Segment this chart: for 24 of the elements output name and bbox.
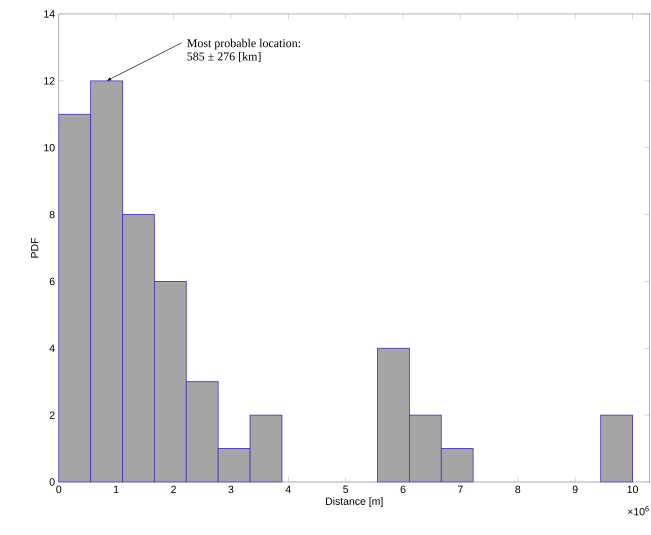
annotation: Most probable location: xyxy=(187,38,300,50)
y-tick-label: 8 xyxy=(50,210,55,218)
x-tick-label: 9 xyxy=(572,486,578,494)
x-tick-label: 3 xyxy=(228,486,234,494)
x-tick-label: 1 xyxy=(114,486,119,493)
y-tick-label: 4 xyxy=(49,344,55,352)
y-axis-title: PDF xyxy=(31,238,38,258)
x-tick-label: 2 xyxy=(171,486,176,493)
text: ×10$^{6}$ xyxy=(628,506,649,516)
y-tick-label: 0 xyxy=(50,478,55,486)
x-tick-label: 6 xyxy=(400,486,406,494)
y-tick-label: 12 xyxy=(44,77,55,84)
x-tick-label: 8 xyxy=(515,486,520,494)
x-tick-label: 0 xyxy=(56,486,62,494)
x-tick-label: 5 xyxy=(343,486,348,493)
y-tick-label: 10 xyxy=(44,144,55,152)
x-axis-title: Distance [m] xyxy=(326,497,383,507)
x-tick-label: 10 xyxy=(628,486,638,494)
x-tick-label: 4 xyxy=(286,486,291,493)
y-tick-label: 14 xyxy=(44,10,55,18)
x-tick-label: 7 xyxy=(458,486,463,493)
annotation: 585 ± 276 [km] xyxy=(187,52,261,62)
y-tick-label: 6 xyxy=(50,278,55,286)
y-tick-label: 2 xyxy=(50,411,55,419)
